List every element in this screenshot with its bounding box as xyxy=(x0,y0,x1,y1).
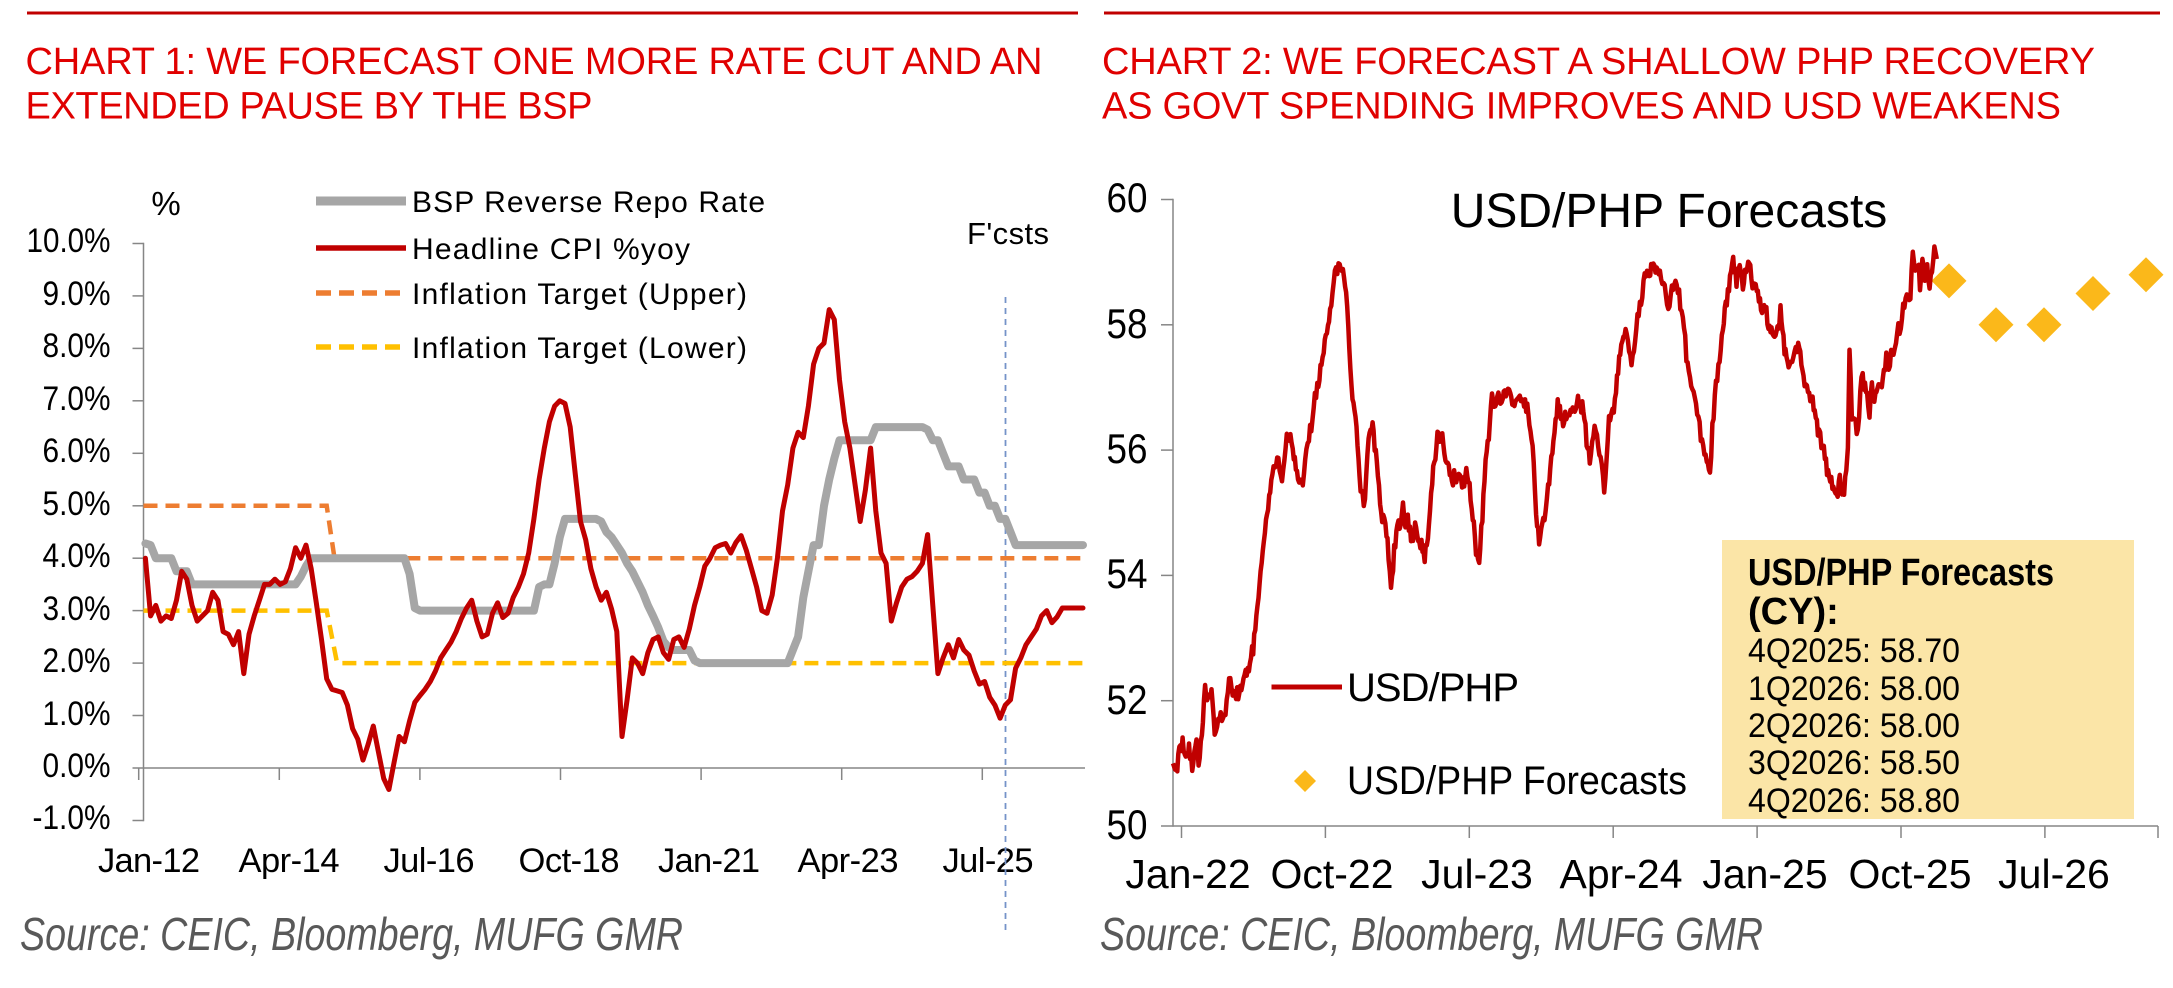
svg-text:Jan-25: Jan-25 xyxy=(1702,851,1827,897)
svg-text:Jul-26: Jul-26 xyxy=(1998,851,2110,897)
svg-text:Inflation Target (Upper): Inflation Target (Upper) xyxy=(412,278,747,311)
svg-text:Jul-25: Jul-25 xyxy=(943,842,1034,880)
svg-text:USD/PHP Forecasts: USD/PHP Forecasts xyxy=(1347,759,1687,803)
svg-text:USD/PHP Forecasts: USD/PHP Forecasts xyxy=(1451,185,1888,238)
svg-text:50: 50 xyxy=(1107,801,1148,848)
svg-text:3.0%: 3.0% xyxy=(43,590,111,628)
svg-text:3Q2026: 58.50: 3Q2026: 58.50 xyxy=(1748,744,1960,782)
svg-text:Oct-22: Oct-22 xyxy=(1270,851,1393,897)
svg-text:F'csts: F'csts xyxy=(967,216,1049,251)
svg-text:52: 52 xyxy=(1107,676,1148,723)
svg-text:6.0%: 6.0% xyxy=(43,432,111,470)
svg-text:9.0%: 9.0% xyxy=(43,275,111,313)
svg-text:Apr-23: Apr-23 xyxy=(798,842,899,880)
svg-text:Jan-12: Jan-12 xyxy=(98,842,200,880)
svg-text:Source: CEIC, Bloomberg, MUFG: Source: CEIC, Bloomberg, MUFG GMR xyxy=(1100,908,1763,960)
svg-text:BSP Reverse Repo Rate: BSP Reverse Repo Rate xyxy=(412,186,765,219)
svg-text:Jul-23: Jul-23 xyxy=(1421,851,1533,897)
svg-text:Jan-21: Jan-21 xyxy=(658,842,760,880)
svg-text:5.0%: 5.0% xyxy=(43,485,111,523)
svg-text:Source: CEIC, Bloomberg, MUFG: Source: CEIC, Bloomberg, MUFG GMR xyxy=(20,908,683,960)
svg-text:Oct-18: Oct-18 xyxy=(519,842,620,880)
svg-text:Oct-25: Oct-25 xyxy=(1848,851,1971,897)
svg-text:Inflation Target (Lower): Inflation Target (Lower) xyxy=(412,332,747,365)
svg-text:1Q2026: 58.00: 1Q2026: 58.00 xyxy=(1748,670,1960,708)
svg-text:Headline CPI %yoy: Headline CPI %yoy xyxy=(412,233,690,266)
svg-text:Apr-24: Apr-24 xyxy=(1559,851,1682,897)
svg-text:10.0%: 10.0% xyxy=(27,222,111,260)
svg-text:0.0%: 0.0% xyxy=(43,747,111,785)
svg-text:4Q2025: 58.70: 4Q2025: 58.70 xyxy=(1748,632,1960,670)
svg-text:1.0%: 1.0% xyxy=(43,695,111,733)
svg-text:%: % xyxy=(151,185,180,222)
svg-text:4.0%: 4.0% xyxy=(43,537,111,575)
svg-text:USD/PHP Forecasts: USD/PHP Forecasts xyxy=(1748,552,2054,594)
svg-text:7.0%: 7.0% xyxy=(43,380,111,418)
svg-text:(CY):: (CY): xyxy=(1748,591,1839,633)
svg-text:58: 58 xyxy=(1107,300,1148,347)
svg-text:2Q2026: 58.00: 2Q2026: 58.00 xyxy=(1748,707,1960,745)
svg-text:AS GOVT SPENDING IMPROVES AND: AS GOVT SPENDING IMPROVES AND USD WEAKEN… xyxy=(1102,86,2061,128)
svg-text:Jul-16: Jul-16 xyxy=(384,842,475,880)
svg-text:-1.0%: -1.0% xyxy=(33,799,111,837)
svg-text:4Q2026: 58.80: 4Q2026: 58.80 xyxy=(1748,782,1960,820)
svg-text:CHART 2: WE FORECAST A SHALLOW: CHART 2: WE FORECAST A SHALLOW PHP RECOV… xyxy=(1102,41,2095,83)
svg-text:EXTENDED PAUSE BY THE BSP: EXTENDED PAUSE BY THE BSP xyxy=(26,86,593,128)
svg-text:60: 60 xyxy=(1107,174,1148,221)
svg-text:54: 54 xyxy=(1107,550,1148,597)
svg-text:56: 56 xyxy=(1107,425,1148,472)
svg-text:Jan-22: Jan-22 xyxy=(1125,851,1250,897)
svg-text:CHART 1: WE FORECAST ONE MORE: CHART 1: WE FORECAST ONE MORE RATE CUT A… xyxy=(26,41,1043,83)
svg-text:8.0%: 8.0% xyxy=(43,327,111,365)
svg-text:Apr-14: Apr-14 xyxy=(239,842,340,880)
svg-text:USD/PHP: USD/PHP xyxy=(1347,666,1519,710)
svg-text:2.0%: 2.0% xyxy=(43,642,111,680)
